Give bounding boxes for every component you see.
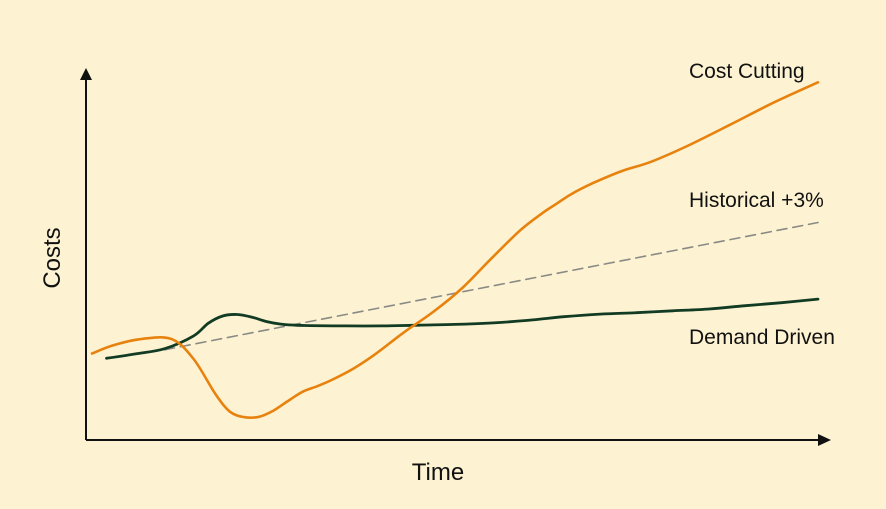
y-axis-arrow-icon bbox=[80, 68, 92, 80]
series-layer bbox=[90, 81, 820, 420]
series-label-historical: Historical +3% bbox=[689, 189, 824, 212]
cost-cutting-line bbox=[90, 81, 820, 420]
historical-trend-line bbox=[163, 221, 819, 351]
series-label-demand-driven: Demand Driven bbox=[689, 326, 835, 349]
x-axis-arrow-icon bbox=[818, 434, 831, 446]
y-axis-title: Costs bbox=[39, 227, 66, 288]
x-axis-title: Time bbox=[412, 459, 464, 486]
series-label-cost-cutting: Cost Cutting bbox=[689, 60, 805, 83]
demand-driven-line bbox=[105, 297, 820, 360]
